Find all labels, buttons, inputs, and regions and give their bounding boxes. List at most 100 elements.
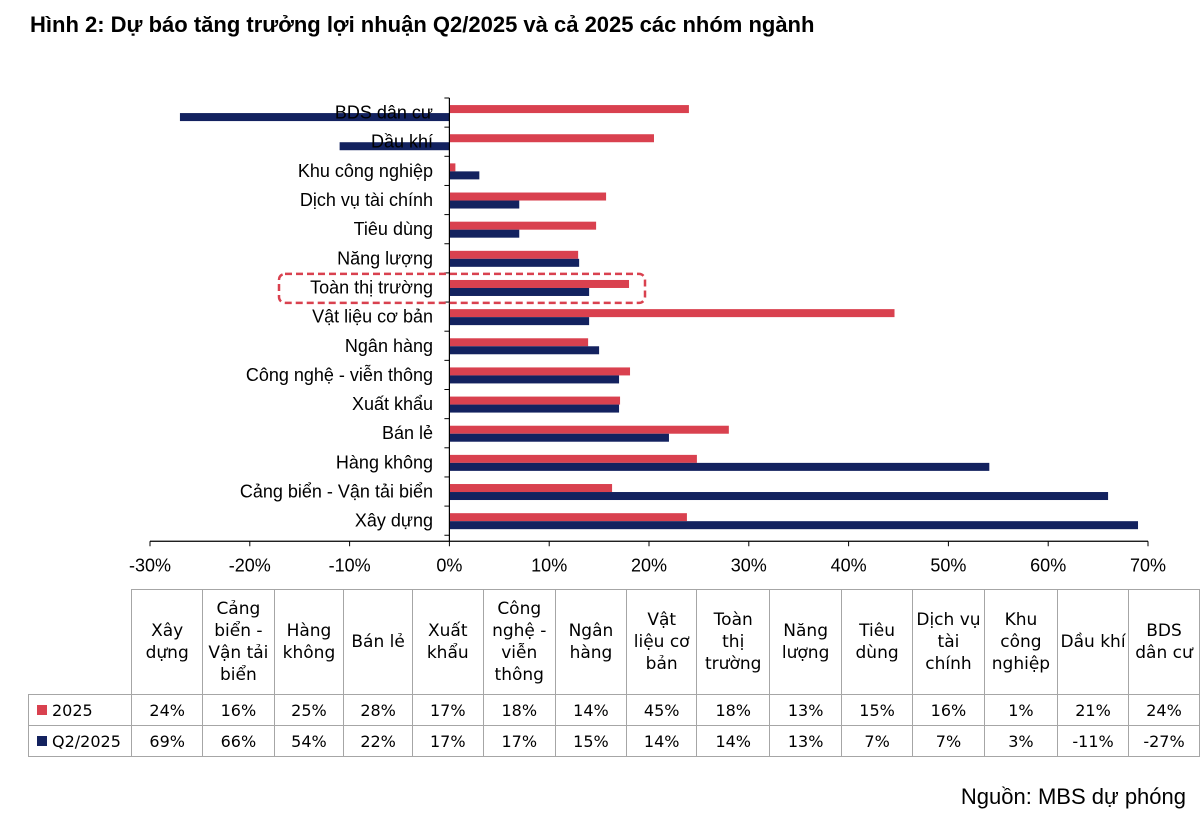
- header-line: Dịch vụ: [916, 610, 981, 630]
- header-line: Công: [497, 599, 542, 619]
- header-line: dựng: [145, 643, 189, 663]
- bar-q2-2025: [449, 375, 620, 384]
- category-label: Hàng không: [336, 452, 433, 472]
- legend-swatch: [37, 736, 47, 746]
- legend-swatch: [37, 705, 47, 715]
- header-line: viễn: [501, 643, 538, 663]
- bar-q2-2025: [449, 171, 480, 180]
- bar-q2-2025: [449, 462, 990, 471]
- header-line: Xây: [151, 621, 184, 641]
- table-header-cell: Bán lẻ: [343, 589, 413, 695]
- category-label: Khu công nghiệp: [298, 161, 433, 181]
- table-cell: 14%: [626, 725, 698, 757]
- legend-label: Q2/2025: [52, 731, 121, 751]
- category-label: Cảng biển - Vận tải biển: [240, 482, 433, 502]
- header-line: Dầu khí: [1060, 632, 1126, 652]
- table-cell: 22%: [343, 725, 413, 757]
- bar-2025: [449, 221, 597, 230]
- table-header-cell: Dịch vụ tài chính: [912, 589, 985, 695]
- x-tick-label: 70%: [1130, 555, 1166, 575]
- header-line: biển -: [214, 621, 263, 641]
- table-header-row: Xây dựng Cảng biển - Vận tải biển Hàng không Bán…: [28, 589, 1200, 695]
- header-line: lượng: [781, 643, 830, 663]
- table-corner: [28, 589, 133, 695]
- table-cell: 14%: [554, 694, 628, 726]
- table-cell: 3%: [983, 725, 1059, 757]
- bar-2025: [449, 454, 697, 463]
- header-line: nghệ -: [492, 621, 547, 641]
- header-line: tài: [937, 632, 960, 652]
- bar-q2-2025: [449, 521, 1139, 530]
- table-cell: -11%: [1057, 725, 1129, 757]
- table-cell: 24%: [131, 694, 204, 726]
- x-tick-label: 20%: [631, 555, 667, 575]
- header-line: BDS: [1146, 621, 1182, 641]
- bar-q2-2025: [179, 113, 450, 122]
- figure-title: Hình 2: Dự báo tăng trưởng lợi nhuận Q2/…: [30, 12, 815, 37]
- table-header-cell: Toàn thị trường: [696, 589, 771, 695]
- table-header-cell: Hàng không: [273, 589, 345, 695]
- category-label: Vật liệu cơ bản: [312, 307, 433, 327]
- bar-q2-2025: [449, 200, 520, 209]
- header-line: công: [1000, 632, 1042, 652]
- category-label: Toàn thị trường: [310, 277, 433, 297]
- table-cell: 18%: [482, 694, 556, 726]
- table-cell: 16%: [202, 694, 275, 726]
- table-cell: 13%: [769, 725, 843, 757]
- header-line: Vật: [647, 610, 677, 630]
- bars: [179, 105, 1139, 530]
- bar-2025: [449, 192, 607, 201]
- table-cell: 17%: [411, 725, 484, 757]
- header-line: Tiêu: [859, 621, 895, 641]
- table-header-cell: Xuất khẩu: [411, 589, 484, 695]
- header-line: khẩu: [426, 643, 469, 663]
- bar-q2-2025: [449, 404, 620, 413]
- bar-2025: [449, 484, 613, 493]
- table-header-cell: Xây dựng: [131, 589, 204, 695]
- category-label: Năng lượng: [337, 248, 433, 268]
- table-header-cell: Công nghệ - viễn thông: [482, 589, 556, 695]
- table-header-cell: Cảng biển - Vận tải biển: [202, 589, 275, 695]
- bar-2025: [449, 134, 654, 143]
- table-cell: 16%: [912, 694, 985, 726]
- data-table-body: Xây dựng Cảng biển - Vận tải biển Hàng không Bán…: [27, 589, 1200, 757]
- highlight-rect: [277, 272, 647, 305]
- row-label: 2025: [27, 694, 133, 726]
- legend-label: 2025: [52, 700, 93, 720]
- table-header-cell: Ngân hàng: [554, 589, 628, 695]
- bar-2025: [449, 513, 687, 522]
- table-cell: 45%: [626, 694, 698, 726]
- header-line: chính: [925, 654, 972, 674]
- bar-q2-2025: [449, 229, 520, 238]
- table-cell: 15%: [554, 725, 628, 757]
- x-tick-label: 30%: [731, 555, 767, 575]
- table-cell: 69%: [131, 725, 204, 757]
- data-table: Xây dựng Cảng biển - Vận tải biển Hàng không Bán…: [27, 589, 1200, 757]
- table-cell: 28%: [343, 694, 413, 726]
- bar-q2-2025: [449, 346, 600, 355]
- table-header-cell: Khu công nghiệp: [983, 589, 1059, 695]
- row-label: Q2/2025: [27, 725, 133, 757]
- table-cell: 7%: [841, 725, 914, 757]
- bar-q2-2025: [449, 287, 590, 296]
- x-tick-label: 10%: [531, 555, 567, 575]
- bar-2025: [449, 309, 895, 318]
- category-label: Dầu khí: [371, 132, 433, 152]
- table-cell: 66%: [202, 725, 275, 757]
- bar-2025: [449, 105, 689, 114]
- table-row: Q2/2025 69% 66% 54% 22% 17% 17% 15% 14% 14% 13% 7% 7…: [27, 725, 1200, 757]
- table-cell: 13%: [769, 694, 843, 726]
- header-line: Năng: [783, 621, 828, 641]
- x-tick-label: 60%: [1030, 555, 1066, 575]
- category-label: Xây dựng: [355, 511, 433, 531]
- bar-q2-2025: [449, 433, 669, 442]
- header-line: thị: [722, 632, 745, 652]
- bar-2025: [449, 425, 729, 434]
- table-cell: 54%: [273, 725, 345, 757]
- x-tick-label: 0%: [436, 555, 462, 575]
- header-line: hàng: [569, 643, 613, 663]
- header-line: nghiệp: [991, 654, 1051, 674]
- header-line: dân cư: [1135, 643, 1193, 663]
- category-label: Tiêu dùng: [354, 219, 433, 239]
- header-line: Vận tải: [208, 643, 269, 663]
